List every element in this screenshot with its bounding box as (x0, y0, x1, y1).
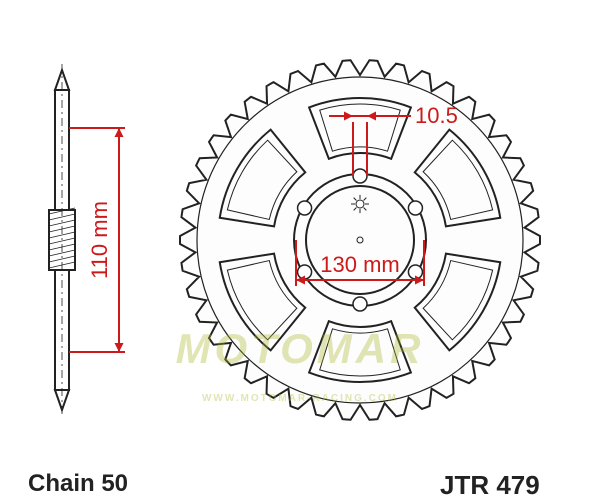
sprocket-front-view (180, 60, 540, 420)
diagram-svg: 110 mm 130 mm 10.5 (0, 0, 600, 500)
svg-text:10.5: 10.5 (415, 103, 458, 128)
sprocket-side-view (49, 64, 75, 416)
part-number-label: JTR 479 (440, 470, 540, 500)
diagram-canvas: 110 mm130 mm10.5 MOTOMAR WWW.MOTOMAR-RAC… (0, 0, 600, 500)
chain-label: Chain 50 (28, 470, 128, 498)
svg-text:110 mm: 110 mm (87, 201, 112, 279)
svg-text:130 mm: 130 mm (320, 252, 399, 277)
